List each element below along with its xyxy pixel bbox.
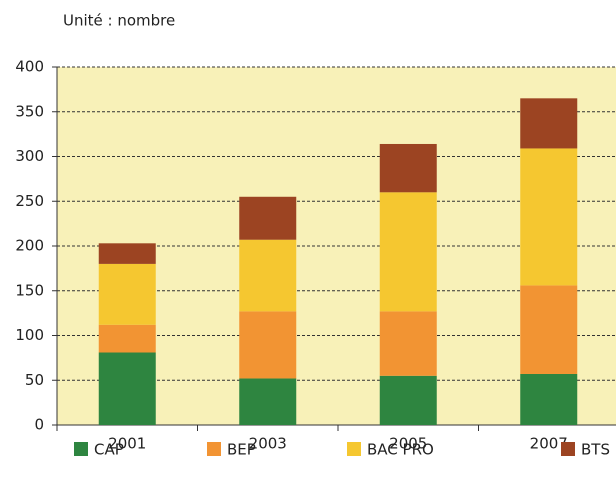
- legend-swatch: [74, 442, 88, 456]
- legend-label: BEP: [227, 441, 256, 459]
- y-tick-label: 100: [15, 326, 44, 344]
- legend-label: CAP: [94, 441, 124, 459]
- legend-swatch: [347, 442, 361, 456]
- bar-segment: [98, 352, 156, 425]
- legend-label: BAC PRO: [367, 441, 434, 459]
- bar-segment: [520, 373, 578, 425]
- legend-swatch: [207, 442, 221, 456]
- chart-subtitle: Unité : nombre: [63, 12, 175, 30]
- bar-segment: [379, 192, 437, 312]
- y-tick-label: 300: [15, 147, 44, 165]
- legend-label: BTS: [581, 441, 610, 459]
- y-tick-label: 400: [15, 58, 44, 76]
- bar-segment: [98, 324, 156, 353]
- y-tick-label: 0: [34, 416, 44, 434]
- bar-segment: [520, 285, 578, 374]
- bar-segment: [379, 311, 437, 376]
- y-tick-label: 50: [25, 371, 44, 389]
- bar-segment: [239, 311, 297, 379]
- x-tick-label: 2007: [530, 435, 568, 453]
- bar-segment: [239, 196, 297, 240]
- y-tick-label: 250: [15, 192, 44, 210]
- x-tick-label: 2003: [249, 435, 287, 453]
- legend-swatch: [561, 442, 575, 456]
- bar-segment: [239, 378, 297, 425]
- y-tick-label: 150: [15, 281, 44, 299]
- x-tick-label: 2001: [108, 435, 146, 453]
- bar-segment: [520, 148, 578, 286]
- bar-segment: [379, 375, 437, 425]
- bar-segment: [98, 263, 156, 325]
- bar-segment: [520, 98, 578, 149]
- bar-segment: [239, 239, 297, 312]
- x-tick-label: 2005: [389, 435, 427, 453]
- y-tick-label: 200: [15, 237, 44, 255]
- bar-segment: [98, 243, 156, 264]
- bar-segment: [379, 143, 437, 193]
- y-tick-label: 350: [15, 102, 44, 120]
